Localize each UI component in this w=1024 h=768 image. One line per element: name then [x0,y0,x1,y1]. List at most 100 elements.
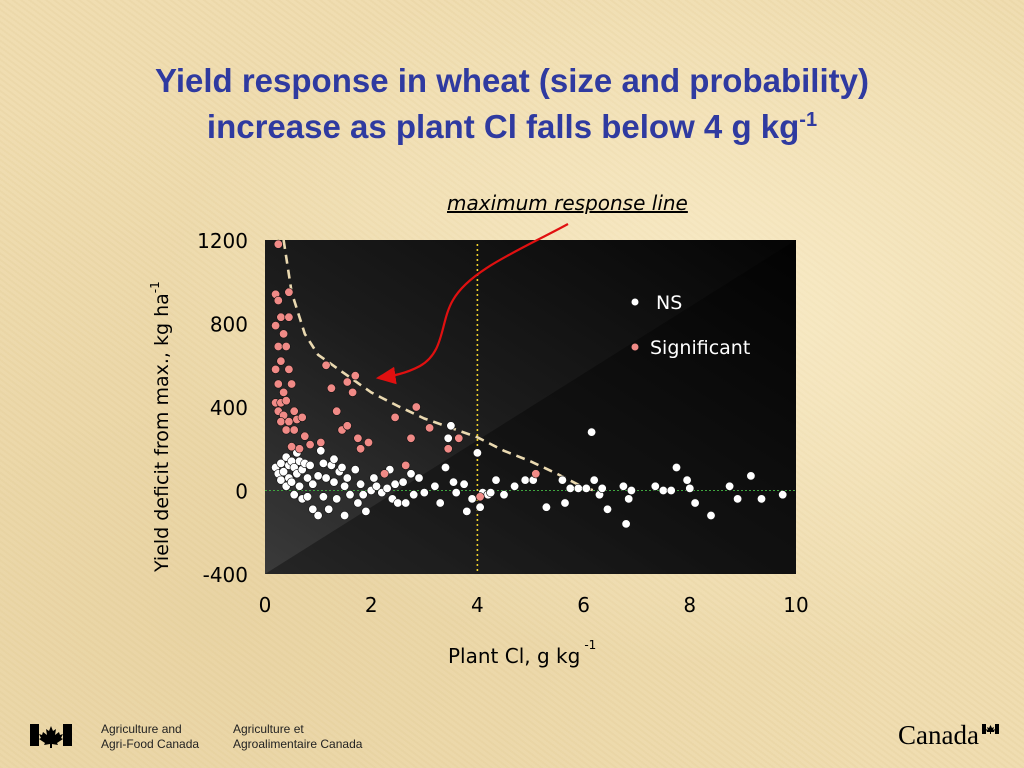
title-line-2: increase as plant Cl falls below 4 g kg-… [0,104,1024,150]
data-point-ns [451,488,461,498]
data-point-significant [273,239,283,249]
x-axis-title: Plant Cl, g kg -1 [448,638,596,668]
data-point-ns [371,481,381,491]
data-point-significant [321,360,331,370]
data-point-ns [618,481,628,491]
data-point-ns [279,467,289,477]
svg-text:Yield deficit from max., kg ha: Yield deficit from max., kg ha-1 [148,281,173,573]
data-point-significant [305,440,315,450]
data-point-ns [401,498,411,508]
data-point-significant [276,356,286,366]
data-point-significant [284,364,294,374]
data-point-ns [756,494,766,504]
data-point-ns [342,473,352,483]
title-line-1: Yield response in wheat (size and probab… [155,62,869,99]
data-point-significant [271,321,281,331]
data-point-ns [337,462,347,472]
data-point-ns [520,475,530,485]
data-point-ns [340,481,350,491]
legend-ns-marker [631,298,639,306]
data-point-significant [363,437,373,447]
data-point-ns [390,479,400,489]
data-point-significant [348,387,358,397]
data-point-ns [358,490,368,500]
y-tick-label: -400 [203,563,248,587]
data-point-ns [685,483,695,493]
data-point-significant [284,287,294,297]
plot-area [265,240,796,574]
data-point-ns [706,510,716,520]
data-point-ns [289,490,299,500]
data-point-ns [308,479,318,489]
title-superscript: -1 [799,109,818,131]
title-line-2-text: increase as plant Cl falls below 4 g kg [206,108,800,145]
data-point-ns [318,492,328,502]
data-point-ns [486,488,496,498]
x-tick-label: 0 [259,593,272,617]
data-point-ns [602,504,612,514]
data-point-ns [565,483,575,493]
canada-flag-icon [30,724,72,748]
data-point-ns [475,502,485,512]
data-point-ns [329,477,339,487]
data-point-ns [690,498,700,508]
data-point-ns [409,490,419,500]
data-point-significant [316,437,326,447]
data-point-ns [778,490,788,500]
data-point-ns [666,485,676,495]
data-point-significant [294,444,304,454]
data-point-significant [332,406,342,416]
data-point-ns [448,477,458,487]
data-point-significant [350,371,360,381]
data-point-ns [557,475,567,485]
x-tick-label: 6 [577,593,590,617]
data-point-significant [342,377,352,387]
data-point-ns [305,460,315,470]
data-point-significant [281,341,291,351]
data-point-significant [454,433,464,443]
data-point-ns [443,433,453,443]
data-point-significant [281,425,291,435]
data-point-significant [425,423,435,433]
data-point-significant [276,312,286,322]
data-point-significant [273,341,283,351]
data-point-significant [287,442,297,452]
data-point-ns [650,481,660,491]
data-point-ns [318,458,328,468]
svg-text:Plant Cl, g kg-1: Plant Cl, g kg -1 [448,638,596,668]
data-point-significant [379,469,389,479]
data-point-ns [499,490,509,500]
department-name-english: Agriculture and Agri-Food Canada [101,722,199,752]
department-name-french: Agriculture et Agroalimentaire Canada [233,722,362,752]
data-point-ns [313,471,323,481]
data-point-significant [276,417,286,427]
data-point-ns [353,498,363,508]
data-point-ns [361,506,371,516]
data-point-ns [350,465,360,475]
data-point-ns [725,481,735,491]
data-point-ns [621,519,631,529]
data-point-ns [671,462,681,472]
data-point-significant [273,379,283,389]
annotation-max-response-label: maximum response line [447,191,688,215]
x-axis-title-sup: -1 [584,638,596,652]
data-point-ns [321,473,331,483]
data-point-ns [658,485,668,495]
data-point-ns [510,481,520,491]
data-point-significant [284,312,294,322]
data-point-ns [573,483,583,493]
data-point-significant [356,444,366,454]
data-point-ns [302,492,312,502]
data-point-significant [401,460,411,470]
x-axis-title-text: Plant Cl, g kg [448,644,580,668]
chart-legend: NS Significant [631,292,750,359]
data-point-significant [390,412,400,422]
canada-wordmark-flag-icon [982,724,999,734]
data-point-significant [271,364,281,374]
x-tick-label: 2 [365,593,378,617]
data-point-significant [443,444,453,454]
data-point-ns [597,483,607,493]
data-point-significant [279,387,289,397]
x-tick-label: 8 [683,593,696,617]
data-point-ns [398,477,408,487]
